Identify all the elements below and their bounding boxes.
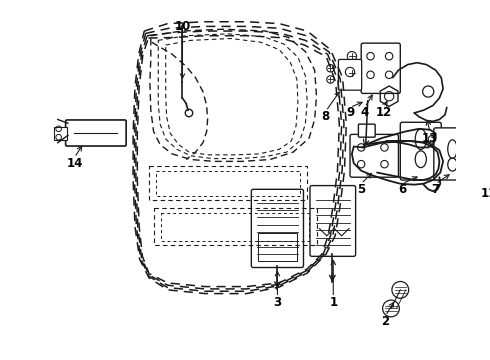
Bar [258, 233, 297, 261]
FancyBboxPatch shape [434, 128, 471, 180]
FancyBboxPatch shape [339, 59, 362, 90]
Text: 14: 14 [66, 157, 83, 170]
FancyBboxPatch shape [361, 43, 400, 94]
FancyBboxPatch shape [358, 124, 375, 137]
Text: 13: 13 [422, 132, 438, 145]
Text: 9: 9 [346, 107, 354, 120]
Text: 7: 7 [432, 183, 440, 196]
Text: 12: 12 [375, 107, 392, 120]
Text: 1: 1 [329, 296, 337, 309]
Text: 2: 2 [381, 315, 390, 328]
Text: 10: 10 [174, 20, 191, 33]
FancyBboxPatch shape [251, 189, 303, 267]
FancyBboxPatch shape [66, 120, 126, 146]
FancyBboxPatch shape [310, 186, 356, 256]
FancyBboxPatch shape [350, 134, 398, 177]
Text: 8: 8 [322, 110, 330, 123]
Text: 5: 5 [357, 183, 366, 196]
Text: 11: 11 [481, 188, 490, 201]
Text: 3: 3 [273, 296, 281, 309]
Text: 6: 6 [398, 183, 406, 196]
Text: 4: 4 [361, 107, 369, 120]
Bar [54, 127, 67, 140]
FancyBboxPatch shape [400, 122, 441, 180]
